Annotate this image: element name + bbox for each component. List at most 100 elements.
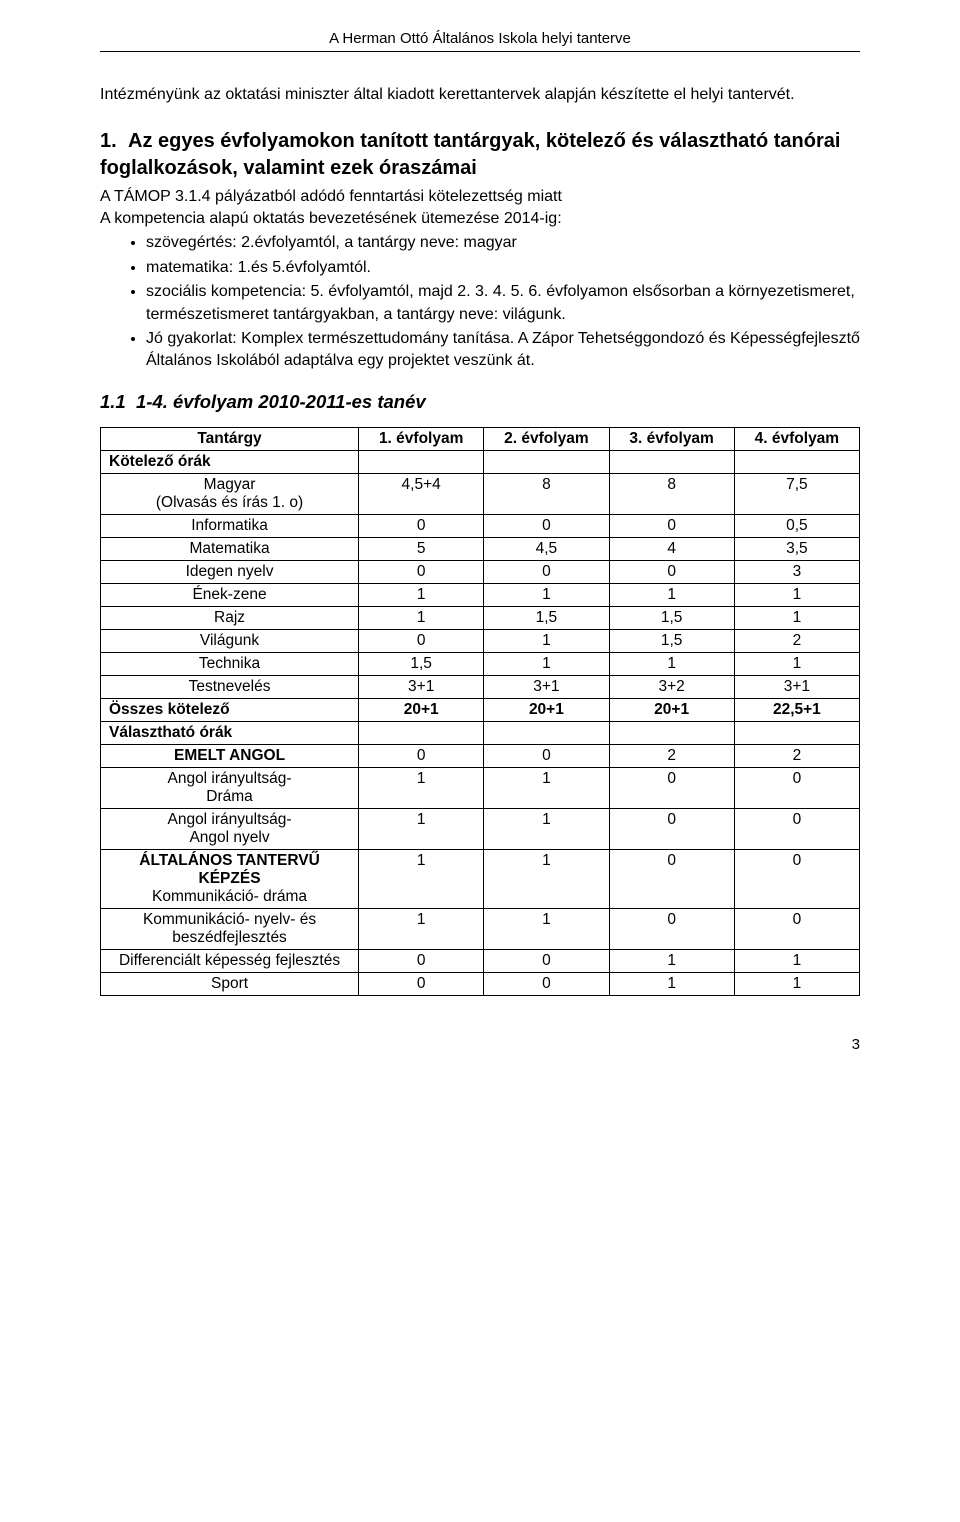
cell-value: 8 xyxy=(609,473,734,514)
table-row: EMELT ANGOL0022 xyxy=(101,744,860,767)
cell-value: 3+1 xyxy=(734,675,859,698)
cell-value: 1 xyxy=(359,767,484,808)
subsection-title: 1.1 1-4. évfolyam 2010-2011-es tanév xyxy=(100,391,860,413)
table-row: Világunk011,52 xyxy=(101,629,860,652)
table-row: Angol irányultság-Angol nyelv1100 xyxy=(101,808,860,849)
cell-value: 0 xyxy=(609,808,734,849)
cell-value: 0 xyxy=(734,908,859,949)
cell-value: 1 xyxy=(484,908,609,949)
cell-value: 0 xyxy=(484,560,609,583)
bullet-item: szövegértés: 2.évfolyamtól, a tantárgy n… xyxy=(146,232,860,254)
cell-value: 1 xyxy=(609,652,734,675)
table-row: Technika1,5111 xyxy=(101,652,860,675)
cell-value: 1 xyxy=(734,606,859,629)
cell-value xyxy=(609,450,734,473)
cell-value: 0 xyxy=(609,560,734,583)
cell-value: 3+1 xyxy=(359,675,484,698)
cell-value: 0 xyxy=(484,949,609,972)
cell-value xyxy=(734,721,859,744)
table-row: Ének-zene1111 xyxy=(101,583,860,606)
table-row: Kommunikáció- nyelv- és beszédfejlesztés… xyxy=(101,908,860,949)
table-row: ÁLTALÁNOS TANTERVŰ KÉPZÉSKommunikáció- d… xyxy=(101,849,860,908)
row-label: EMELT ANGOL xyxy=(101,744,359,767)
cell-value: 2 xyxy=(734,744,859,767)
table-row: Magyar(Olvasás és írás 1. o)4,5+4887,5 xyxy=(101,473,860,514)
subsection-number: 1.1 xyxy=(100,391,126,412)
cell-value: 1 xyxy=(484,652,609,675)
cell-value xyxy=(359,450,484,473)
cell-value: 8 xyxy=(484,473,609,514)
cell-value: 0 xyxy=(484,744,609,767)
cell-value: 1 xyxy=(734,583,859,606)
col-header: Tantárgy xyxy=(101,427,359,450)
cell-value: 20+1 xyxy=(359,698,484,721)
table-row: Testnevelés3+13+13+23+1 xyxy=(101,675,860,698)
intro-paragraph: Intézményünk az oktatási miniszter által… xyxy=(100,80,860,110)
row-label: Idegen nyelv xyxy=(101,560,359,583)
col-header: 2. évfolyam xyxy=(484,427,609,450)
section-1-number: 1. xyxy=(100,128,128,155)
cell-value: 1 xyxy=(484,808,609,849)
bullet-item: matematika: 1.és 5.évfolyamtól. xyxy=(146,257,860,279)
cell-value: 0 xyxy=(359,744,484,767)
col-header: 4. évfolyam xyxy=(734,427,859,450)
section-1-title-text: Az egyes évfolyamokon tanított tantárgya… xyxy=(100,130,840,179)
row-label: Magyar(Olvasás és írás 1. o) xyxy=(101,473,359,514)
table-row: Angol irányultság-Dráma1100 xyxy=(101,767,860,808)
curriculum-table: Tantárgy 1. évfolyam 2. évfolyam 3. évfo… xyxy=(100,427,860,996)
cell-value: 1 xyxy=(734,652,859,675)
cell-value: 0 xyxy=(609,849,734,908)
cell-value: 2 xyxy=(609,744,734,767)
table-header-row: Tantárgy 1. évfolyam 2. évfolyam 3. évfo… xyxy=(101,427,860,450)
section-1-title: 1.Az egyes évfolyamokon tanított tantárg… xyxy=(100,128,860,182)
row-label: Kötelező órák xyxy=(101,450,359,473)
cell-value: 1 xyxy=(609,583,734,606)
cell-value: 22,5+1 xyxy=(734,698,859,721)
cell-value: 20+1 xyxy=(484,698,609,721)
row-label: Összes kötelező xyxy=(101,698,359,721)
bullet-item: Jó gyakorlat: Komplex természettudomány … xyxy=(146,328,860,373)
cell-value xyxy=(484,450,609,473)
cell-value xyxy=(484,721,609,744)
section-1-bullet-list: szövegértés: 2.évfolyamtól, a tantárgy n… xyxy=(100,232,860,372)
cell-value: 1 xyxy=(734,949,859,972)
row-label: Sport xyxy=(101,972,359,995)
bullet-item: szociális kompetencia: 5. évfolyamtól, m… xyxy=(146,281,860,326)
row-label: Választható órák xyxy=(101,721,359,744)
table-row: Matematika54,543,5 xyxy=(101,537,860,560)
cell-value: 1,5 xyxy=(359,652,484,675)
row-label: Differenciált képesség fejlesztés xyxy=(101,949,359,972)
cell-value xyxy=(734,450,859,473)
cell-value: 1 xyxy=(359,908,484,949)
document-header: A Herman Ottó Általános Iskola helyi tan… xyxy=(100,30,860,52)
cell-value: 1 xyxy=(359,583,484,606)
cell-value: 0 xyxy=(609,514,734,537)
cell-value: 1 xyxy=(609,972,734,995)
row-label: Angol irányultság-Angol nyelv xyxy=(101,808,359,849)
cell-value: 0 xyxy=(609,767,734,808)
cell-value: 1 xyxy=(484,629,609,652)
cell-value: 0 xyxy=(359,629,484,652)
row-label: Világunk xyxy=(101,629,359,652)
table-row: Kötelező órák xyxy=(101,450,860,473)
cell-value: 0 xyxy=(609,908,734,949)
cell-value: 0 xyxy=(359,560,484,583)
cell-value: 0 xyxy=(359,949,484,972)
table-row: Idegen nyelv0003 xyxy=(101,560,860,583)
cell-value: 0 xyxy=(734,808,859,849)
cell-value: 1,5 xyxy=(609,606,734,629)
cell-value: 3 xyxy=(734,560,859,583)
table-row: Differenciált képesség fejlesztés0011 xyxy=(101,949,860,972)
row-label: Matematika xyxy=(101,537,359,560)
cell-value: 0 xyxy=(734,767,859,808)
row-label: Kommunikáció- nyelv- és beszédfejlesztés xyxy=(101,908,359,949)
cell-value: 1 xyxy=(484,849,609,908)
cell-value: 5 xyxy=(359,537,484,560)
cell-value: 1 xyxy=(484,767,609,808)
col-header: 3. évfolyam xyxy=(609,427,734,450)
cell-value: 1 xyxy=(609,949,734,972)
col-header: 1. évfolyam xyxy=(359,427,484,450)
section-1-line-2: A kompetencia alapú oktatás bevezetéséne… xyxy=(100,210,860,228)
cell-value: 3,5 xyxy=(734,537,859,560)
row-label: Angol irányultság-Dráma xyxy=(101,767,359,808)
